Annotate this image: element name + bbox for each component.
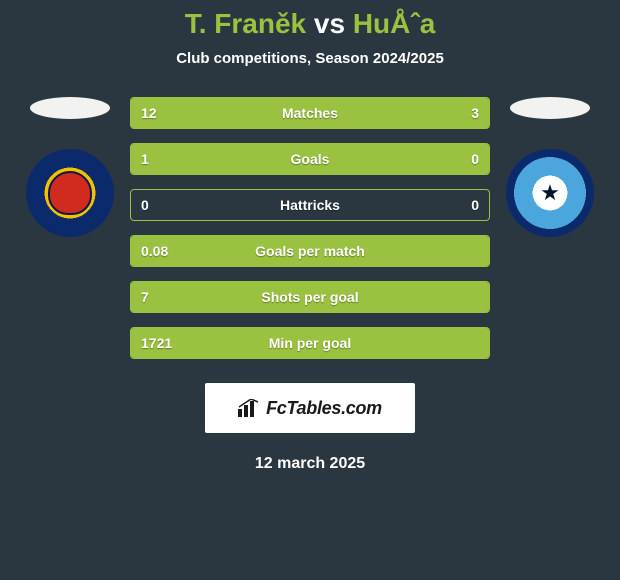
stat-value-right: 0 bbox=[471, 190, 479, 220]
stat-row: 1Goals0 bbox=[130, 143, 490, 175]
stat-row: 7Shots per goal bbox=[130, 281, 490, 313]
brand-chart-icon bbox=[238, 399, 260, 417]
stat-row: 1721Min per goal bbox=[130, 327, 490, 359]
stat-label: Shots per goal bbox=[131, 282, 489, 312]
right-side-col bbox=[500, 97, 600, 237]
stat-row: 12Matches3 bbox=[130, 97, 490, 129]
subtitle: Club competitions, Season 2024/2025 bbox=[176, 50, 444, 67]
stat-value-right: 3 bbox=[471, 98, 479, 128]
stat-row: 0.08Goals per match bbox=[130, 235, 490, 267]
player2-photo-placeholder bbox=[510, 97, 590, 119]
stat-label: Hattricks bbox=[131, 190, 489, 220]
comparison-title: T. Franěk vs HuÅˆa bbox=[185, 8, 436, 40]
stat-value-right: 0 bbox=[471, 144, 479, 174]
player2-name: HuÅˆa bbox=[353, 8, 435, 39]
club-badge-left bbox=[26, 149, 114, 237]
stat-label: Min per goal bbox=[131, 328, 489, 358]
brand-box[interactable]: FcTables.com bbox=[205, 383, 415, 433]
brand-text: FcTables.com bbox=[266, 398, 382, 419]
stat-label: Matches bbox=[131, 98, 489, 128]
stat-row: 0Hattricks0 bbox=[130, 189, 490, 221]
club-badge-right bbox=[506, 149, 594, 237]
stats-column: 12Matches31Goals00Hattricks00.08Goals pe… bbox=[130, 97, 490, 359]
stat-label: Goals bbox=[131, 144, 489, 174]
left-side-col bbox=[20, 97, 120, 237]
date-text: 12 march 2025 bbox=[255, 455, 365, 473]
vs-text: vs bbox=[314, 8, 345, 39]
main-row: 12Matches31Goals00Hattricks00.08Goals pe… bbox=[0, 97, 620, 359]
player1-name: T. Franěk bbox=[185, 8, 306, 39]
player1-photo-placeholder bbox=[30, 97, 110, 119]
stat-label: Goals per match bbox=[131, 236, 489, 266]
